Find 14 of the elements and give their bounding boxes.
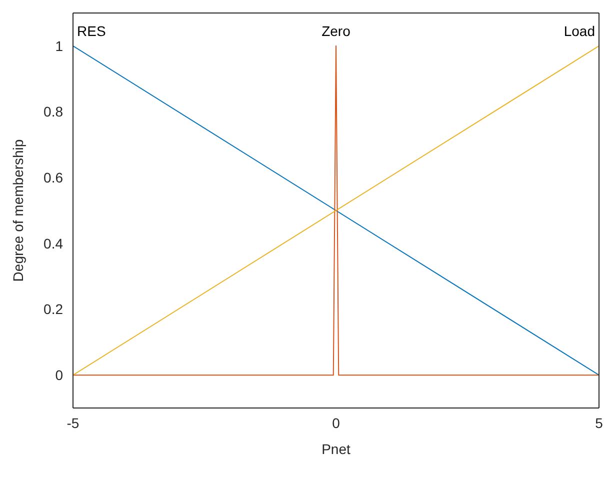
x-axis-title: Pnet [322, 441, 351, 457]
y-tick-label: 0.8 [44, 104, 64, 120]
x-tick-label: 0 [332, 414, 340, 431]
series-label: Zero [322, 22, 351, 39]
series-label: Load [564, 22, 595, 39]
y-tick-label: 0 [55, 367, 64, 384]
series-label: RES [77, 22, 106, 39]
x-tick-label: -5 [66, 414, 80, 431]
y-tick-label: 0.6 [44, 170, 64, 186]
y-tick-label: 0.2 [44, 301, 64, 318]
y-tick-label: 1 [55, 38, 64, 54]
y-tick-label: 0.4 [44, 235, 64, 252]
y-axis-title: Degree of membership [10, 139, 26, 282]
x-tick-label: 5 [595, 414, 604, 431]
